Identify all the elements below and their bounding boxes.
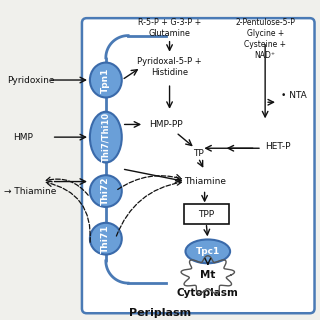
Text: Tpn1: Tpn1 [101, 67, 110, 93]
Text: Thi72: Thi72 [101, 177, 110, 205]
Ellipse shape [90, 175, 122, 207]
Text: Pyridoxine: Pyridoxine [7, 76, 55, 84]
Text: Thiamine: Thiamine [184, 177, 226, 186]
Text: → Thiamine: → Thiamine [4, 187, 56, 196]
Text: • NTA: • NTA [281, 92, 307, 100]
Text: 2-Pentulose-5-P
Glycine +
Cysteine +
NAD⁺: 2-Pentulose-5-P Glycine + Cysteine + NAD… [235, 18, 295, 60]
Text: Thi71: Thi71 [101, 224, 110, 253]
Text: R-5-P + G-3-P +
Glutamine: R-5-P + G-3-P + Glutamine [138, 18, 201, 38]
Ellipse shape [186, 239, 230, 263]
Text: Thi7/Thi10: Thi7/Thi10 [101, 112, 110, 162]
Text: Periplasm: Periplasm [129, 308, 191, 318]
Text: Mt: Mt [200, 270, 215, 280]
Ellipse shape [90, 112, 122, 163]
FancyBboxPatch shape [184, 204, 228, 224]
FancyBboxPatch shape [82, 18, 315, 313]
Text: HET-P: HET-P [265, 142, 291, 151]
Text: Pyridoxal-5-P +
Histidine: Pyridoxal-5-P + Histidine [137, 57, 202, 77]
Ellipse shape [90, 63, 122, 98]
Text: HMP-PP: HMP-PP [149, 120, 183, 129]
Text: Cytoplasm: Cytoplasm [177, 288, 239, 298]
Polygon shape [181, 256, 235, 293]
Text: TP: TP [193, 148, 204, 157]
Text: Tpc1: Tpc1 [196, 247, 220, 256]
Ellipse shape [90, 223, 122, 254]
Text: HMP: HMP [13, 132, 33, 142]
Text: TPP: TPP [198, 210, 214, 219]
